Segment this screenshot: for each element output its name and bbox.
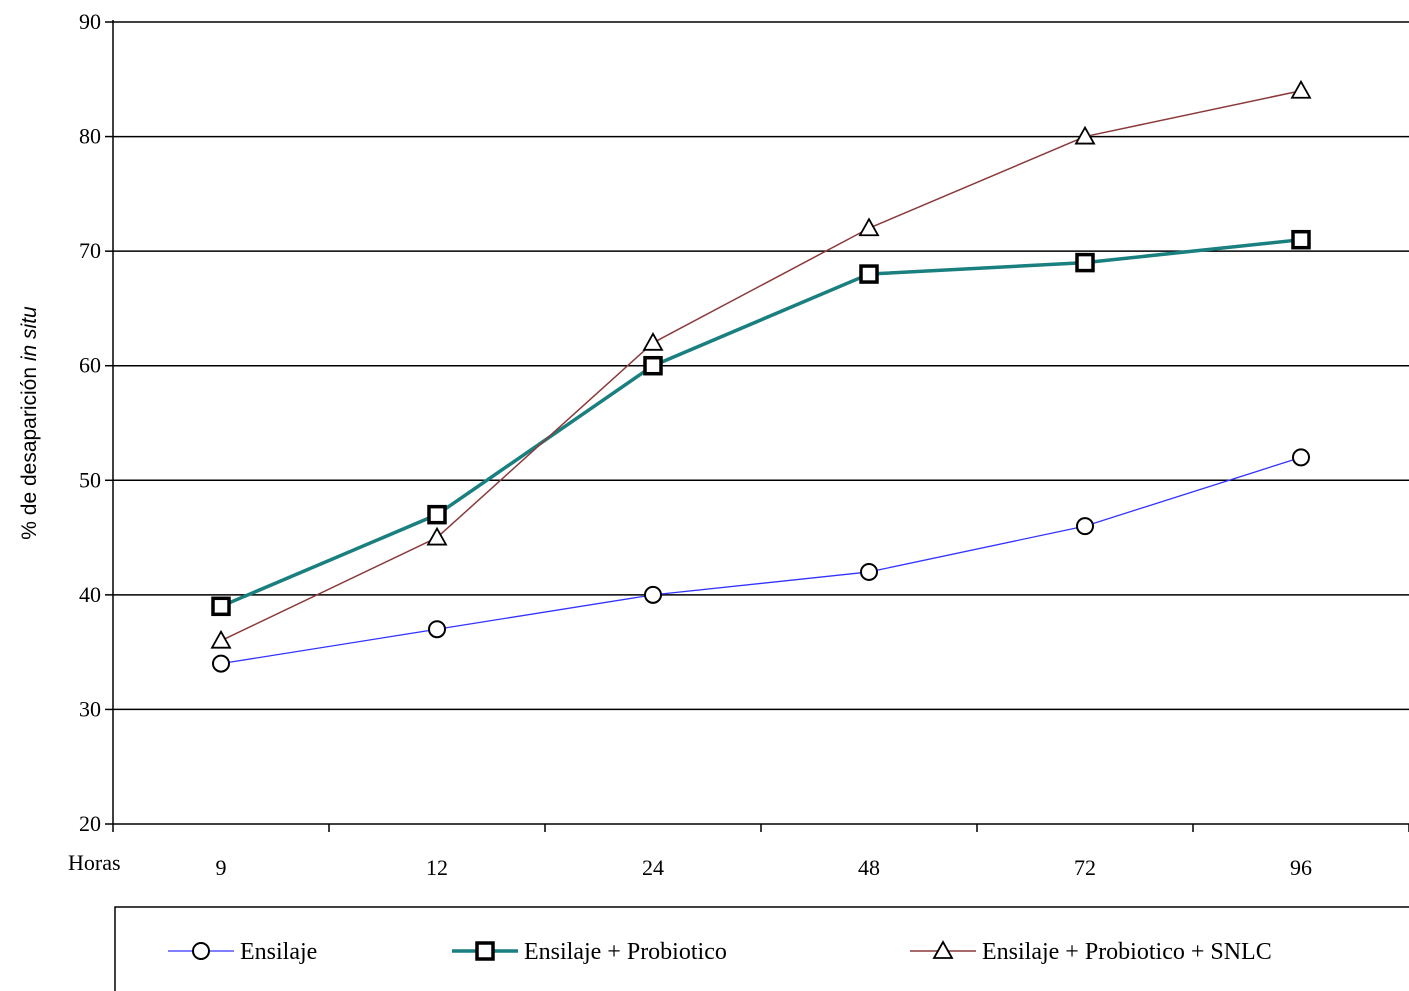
x-tick-label: 96 <box>1290 855 1312 880</box>
data-point <box>1076 517 1094 536</box>
x-tick-label: 24 <box>642 855 664 880</box>
data-point <box>1075 252 1095 273</box>
y-tick-label: 50 <box>79 467 101 492</box>
data-point <box>427 504 447 525</box>
data-point <box>210 629 232 649</box>
data-point <box>644 585 662 604</box>
legend-label: Ensilaje + Probiotico <box>524 939 727 965</box>
circle-icon <box>192 942 210 960</box>
data-point <box>859 264 879 284</box>
legend-label: Ensilaje <box>240 939 317 965</box>
y-axis-label-italic: in situ <box>18 306 41 361</box>
y-tick-label: 80 <box>79 124 101 149</box>
legend-box <box>114 906 1409 991</box>
x-tick-label: 72 <box>1074 855 1096 880</box>
square-icon <box>475 941 495 961</box>
data-point <box>211 596 231 617</box>
series-line <box>220 456 1302 665</box>
tick-labels: 20 30 40 50 60 70 80 90 9 12 24 48 72 96 <box>79 9 1312 880</box>
y-tick-label: 70 <box>79 238 101 263</box>
series-1 <box>211 229 1311 617</box>
legend-item: Ensilaje + Probiotico <box>452 939 727 965</box>
series-lines <box>210 79 1312 673</box>
data-point <box>642 331 664 351</box>
data-point <box>428 620 446 639</box>
triangle-icon <box>932 940 954 959</box>
x-axis-label: Horas <box>68 850 121 875</box>
x-tick-label: 12 <box>426 855 448 880</box>
legend: Ensilaje Ensilaje + Probiotico Ensilaje + … <box>114 906 1409 991</box>
series-line <box>220 90 1302 642</box>
y-tick-label: 40 <box>79 582 101 607</box>
legend-label: Ensilaje + Probiotico + SNLC <box>982 939 1272 965</box>
y-tick-label: 20 <box>79 811 101 836</box>
y-axis-label-main: % de desaparición <box>18 361 41 540</box>
x-tick-label: 9 <box>216 855 227 880</box>
axes <box>112 20 1409 832</box>
legend-item: Ensilaje + Probiotico + SNLC <box>910 939 1272 965</box>
y-tick-label: 60 <box>79 353 101 378</box>
data-point <box>1291 229 1311 250</box>
data-point <box>212 654 230 673</box>
legend-item: Ensilaje <box>168 939 317 965</box>
series-line <box>220 237 1302 608</box>
y-axis-label: % de desaparición in situ <box>18 306 41 540</box>
data-point <box>858 217 880 237</box>
data-point <box>643 355 663 376</box>
data-point <box>1074 125 1096 145</box>
data-point <box>1292 448 1310 467</box>
data-point <box>426 526 448 546</box>
y-tick-label: 90 <box>79 9 101 34</box>
data-point <box>860 562 878 581</box>
series-0 <box>212 448 1310 673</box>
grid-lines <box>105 21 1409 825</box>
data-point <box>1290 79 1312 99</box>
series-2 <box>210 79 1312 649</box>
x-tick-label: 48 <box>858 855 880 880</box>
y-tick-label: 30 <box>79 696 101 721</box>
